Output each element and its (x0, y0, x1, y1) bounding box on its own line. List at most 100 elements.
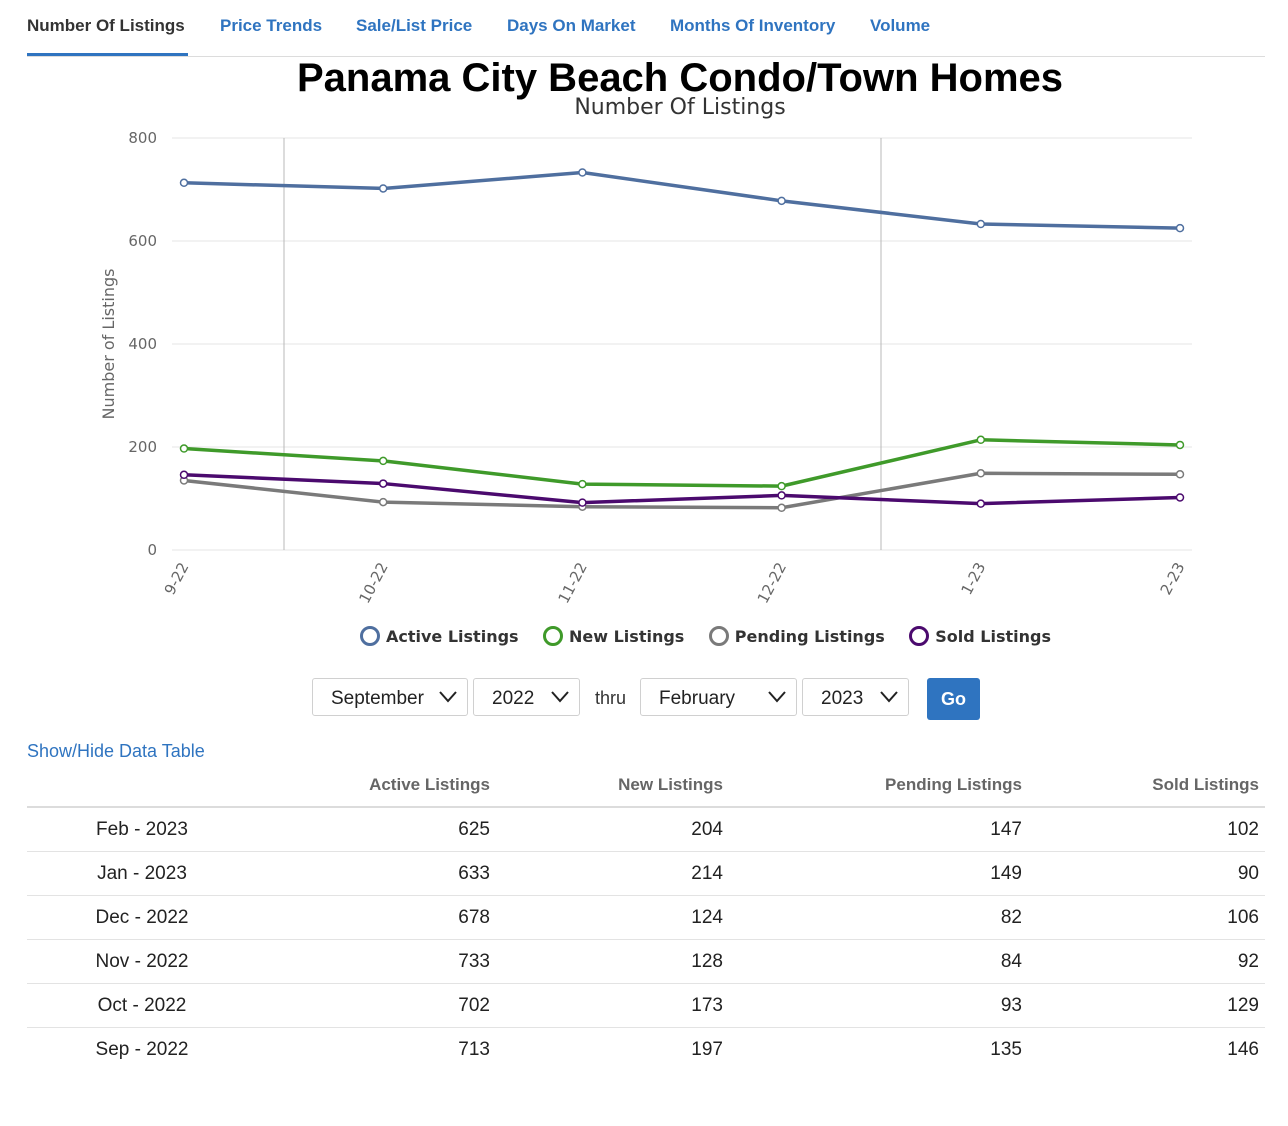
cell-active: 625 (257, 807, 496, 852)
tab-number-of-listings[interactable]: Number Of Listings (27, 16, 185, 35)
x-tick-label: 2-23 (1157, 559, 1189, 598)
legend-item-sold[interactable]: Sold Listings (909, 626, 1051, 646)
toggle-data-table-link[interactable]: Show/Hide Data Table (27, 741, 205, 761)
legend-label: Pending Listings (734, 626, 885, 646)
cell-new: 128 (496, 939, 729, 984)
active-tab-indicator (27, 53, 188, 56)
y-axis-label: Number of Listings (99, 269, 118, 420)
page-title: Panama City Beach Condo/Town Homes (296, 56, 1064, 100)
end-month-value: February (659, 688, 736, 709)
legend-item-pending[interactable]: Pending Listings (708, 626, 885, 646)
data-point (1175, 223, 1185, 233)
data-point (179, 178, 189, 188)
tab-sale-list-price[interactable]: Sale/List Price (356, 16, 473, 35)
chevron-down-icon (551, 691, 569, 703)
cell-sold: 102 (1028, 807, 1265, 852)
series-line (183, 471, 1181, 510)
tab-price-trends[interactable]: Price Trends (220, 16, 323, 35)
cell-sold: 90 (1028, 851, 1265, 896)
cell-pending: 82 (729, 895, 1028, 940)
data-point (378, 456, 388, 466)
start-month-select[interactable]: September (312, 678, 468, 716)
x-tick-label: 11-22 (555, 559, 591, 606)
cell-new: 204 (496, 807, 729, 852)
data-point (578, 479, 587, 489)
cell-new: 197 (691, 1038, 723, 1060)
cell-date: Oct - 2022 (27, 983, 257, 1028)
chevron-down-icon (439, 691, 457, 703)
y-tick-label: 0 (147, 541, 157, 559)
tab-days-on-market[interactable]: Days On Market (507, 16, 636, 35)
series-line (183, 438, 1181, 488)
cell-new: 124 (496, 895, 729, 940)
data-point (179, 444, 189, 453)
end-year-value: 2023 (821, 688, 864, 709)
end-year-select[interactable]: 2023 (802, 678, 909, 716)
data-point (1175, 493, 1185, 502)
cell-pending: 135 (990, 1038, 1022, 1060)
thru-label: thru (595, 688, 627, 708)
y-tick-label: 200 (128, 438, 157, 456)
legend-item-new[interactable]: New Listings (543, 626, 684, 646)
cell-date: Sep - 2022 (95, 1038, 189, 1060)
column-header-sold: Sold Listings (1028, 764, 1265, 808)
new-listings-ring-icon (543, 626, 564, 646)
table-row: Nov - 2022 733 128 84 92 (27, 939, 1265, 984)
data-point (378, 184, 388, 193)
data-point (976, 469, 986, 478)
data-point (378, 479, 388, 488)
data-point (976, 499, 986, 508)
tab-volume[interactable]: Volume (870, 16, 931, 35)
go-button[interactable]: Go (927, 678, 980, 720)
y-tick-label: 400 (128, 335, 157, 353)
tab-months-of-inventory[interactable]: Months Of Inventory (670, 16, 836, 35)
report-tabs: Number Of Listings Price Trends Sale/Lis… (27, 0, 1265, 57)
start-year-select[interactable]: 2022 (473, 678, 580, 716)
legend-label: New Listings (569, 626, 685, 646)
cell-date: Jan - 2023 (27, 851, 257, 896)
start-month-value: September (331, 688, 424, 709)
start-year-value: 2022 (492, 688, 535, 709)
cell-date: Dec - 2022 (27, 895, 257, 940)
cell-active: 713 (458, 1038, 490, 1060)
chart-title: Number Of Listings (574, 95, 786, 120)
pending-listings-ring-icon (708, 626, 729, 646)
data-point (1175, 440, 1185, 450)
cell-new: 214 (496, 851, 729, 896)
cell-pending: 84 (729, 939, 1028, 984)
cell-new: 173 (496, 983, 729, 1028)
x-tick-label: 9-22 (161, 559, 193, 598)
cell-date: Nov - 2022 (27, 939, 257, 984)
data-point (1175, 470, 1185, 479)
y-tick-label: 600 (128, 232, 157, 250)
cell-pending: 147 (729, 807, 1028, 852)
x-tick-label: 12-22 (754, 559, 790, 606)
active-listings-ring-icon (360, 626, 380, 646)
x-tick-label: 10-22 (355, 559, 391, 606)
column-header-active: Active Listings (257, 764, 496, 808)
chevron-down-icon (768, 691, 786, 703)
data-point (578, 498, 587, 507)
chevron-down-icon (880, 691, 898, 703)
table-row: Sep - 2022 713 197 135 146 (27, 1028, 1265, 1072)
column-header-pending: Pending Listings (729, 764, 1028, 808)
table-row: Dec - 2022 678 124 82 106 (27, 895, 1265, 940)
cell-sold: 92 (1028, 939, 1265, 984)
listings-line-chart: 0 200 400 600 800 Number of Listings 9-22 10-22… (99, 129, 1192, 606)
data-table: Active Listings New Listings Pending Lis… (27, 764, 1265, 1071)
data-point (179, 470, 189, 480)
legend-label: Active Listings (386, 626, 519, 646)
cell-sold: 146 (1227, 1038, 1259, 1060)
data-point (976, 435, 986, 445)
cell-active: 702 (257, 983, 496, 1028)
series-line (183, 473, 1181, 506)
legend-item-active[interactable]: Active Listings (360, 626, 519, 646)
column-header-new: New Listings (496, 764, 729, 808)
cell-active: 633 (257, 851, 496, 896)
cell-active: 733 (257, 939, 496, 984)
data-point (976, 219, 986, 229)
table-row: Feb - 2023 625 204 147 102 (27, 807, 1265, 852)
end-month-select[interactable]: February (640, 678, 797, 716)
data-point (777, 196, 786, 206)
x-tick-label: 1-23 (957, 559, 989, 598)
